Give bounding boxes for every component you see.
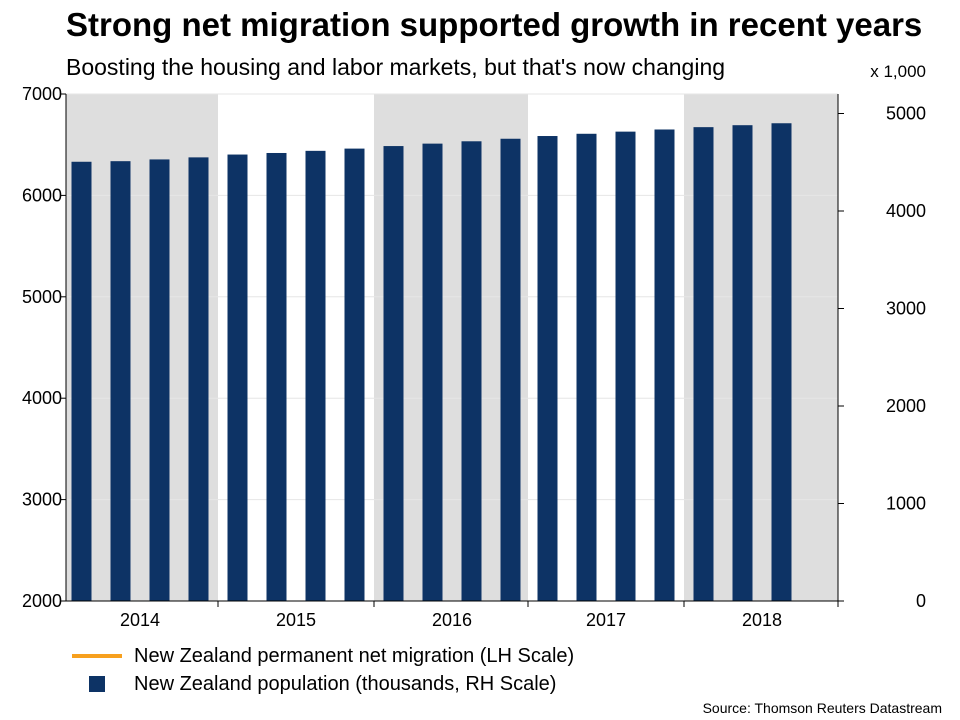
right-tick-label: 0 xyxy=(916,591,926,611)
population-bar xyxy=(693,127,714,602)
right-tick-label: 5000 xyxy=(886,104,926,124)
population-bar xyxy=(771,123,792,601)
left-tick-label: 7000 xyxy=(22,84,62,104)
population-bar xyxy=(266,152,287,602)
right-axis-unit: x 1,000 xyxy=(870,62,926,81)
population-bar xyxy=(110,161,131,602)
population-bar xyxy=(422,143,443,601)
right-tick-label: 1000 xyxy=(886,494,926,514)
left-tick-label: 4000 xyxy=(22,388,62,408)
population-bar xyxy=(71,161,92,601)
right-tick-label: 3000 xyxy=(886,299,926,319)
x-tick-label: 2017 xyxy=(586,610,626,630)
left-tick-label: 6000 xyxy=(22,185,62,205)
population-bar xyxy=(305,150,326,601)
population-bar xyxy=(576,133,597,601)
x-tick-label: 2016 xyxy=(432,610,472,630)
population-bar xyxy=(344,148,365,601)
x-tick-label: 2014 xyxy=(120,610,160,630)
year-shading xyxy=(66,94,838,601)
source-note: Source: Thomson Reuters Datastream xyxy=(702,700,942,716)
left-tick-label: 5000 xyxy=(22,287,62,307)
chart-title: Strong net migration supported growth in… xyxy=(66,6,923,43)
legend-bar-swatch xyxy=(89,676,105,692)
right-tick-label: 2000 xyxy=(886,396,926,416)
population-bar xyxy=(149,159,170,602)
population-bar xyxy=(615,131,636,601)
left-tick-label: 2000 xyxy=(22,591,62,611)
population-bar xyxy=(500,138,521,601)
right-tick-label: 4000 xyxy=(886,201,926,221)
population-bar xyxy=(732,125,753,601)
legend-line-swatch xyxy=(72,654,122,658)
left-tick-label: 3000 xyxy=(22,490,62,510)
population-bar xyxy=(383,146,404,601)
legend-item-population: New Zealand population (thousands, RH Sc… xyxy=(72,670,574,698)
population-bar xyxy=(227,154,248,602)
population-bar xyxy=(537,136,558,601)
population-bars xyxy=(71,123,792,602)
legend: New Zealand permanent net migration (LH … xyxy=(72,642,574,698)
population-bar xyxy=(461,141,482,601)
chart-subtitle: Boosting the housing and labor markets, … xyxy=(66,54,726,80)
population-bar xyxy=(188,157,209,601)
tick-labels: 2000 3000 4000 5000 6000 7000 0 1000 2000 3000 400… xyxy=(22,84,926,630)
x-tick-label: 2015 xyxy=(276,610,316,630)
legend-label-population: New Zealand population (thousands, RH Sc… xyxy=(134,672,557,695)
axes xyxy=(60,93,844,607)
population-bar xyxy=(654,129,675,602)
legend-label-migration: New Zealand permanent net migration (LH … xyxy=(134,644,575,667)
x-tick-label: 2018 xyxy=(742,610,782,630)
legend-item-migration: New Zealand permanent net migration (LH … xyxy=(72,642,574,670)
